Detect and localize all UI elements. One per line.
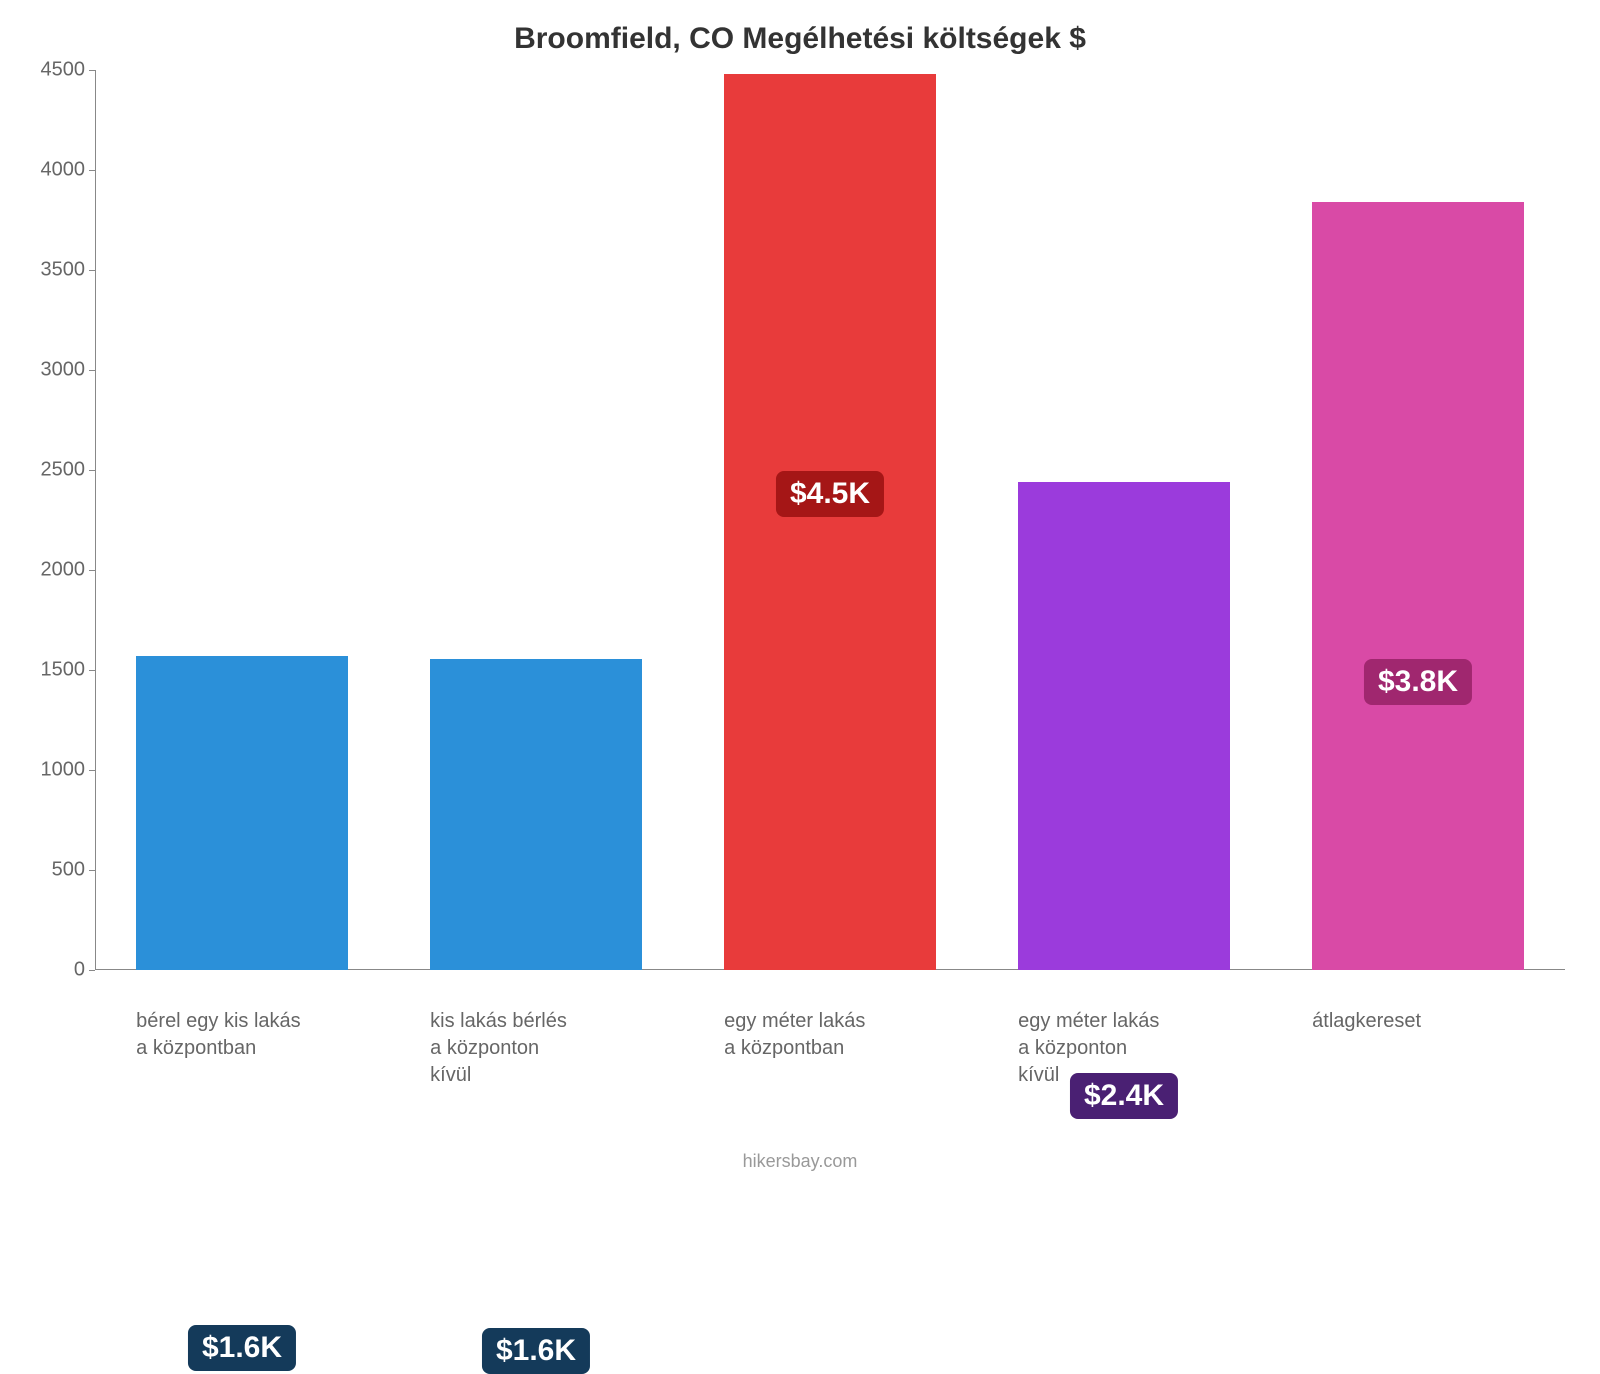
x-axis-label: egy méter lakás a központon kívül xyxy=(1018,1008,1230,1089)
bar: $1.6K xyxy=(430,659,642,970)
bar: $4.5K xyxy=(724,74,936,970)
y-tick-label: 500 xyxy=(52,859,95,882)
y-tick-label: 3500 xyxy=(41,259,96,282)
x-axis-label: kis lakás bérlés a központon kívül xyxy=(430,1008,642,1089)
bar-value-badge: $4.5K xyxy=(776,471,884,517)
bar-value-badge: $1.6K xyxy=(482,1328,590,1374)
chart-title: Broomfield, CO Megélhetési költségek $ xyxy=(0,22,1600,56)
y-tick-label: 3000 xyxy=(41,359,96,382)
plot-area: 050010001500200025003000350040004500$1.6… xyxy=(95,70,1565,970)
chart-container: Broomfield, CO Megélhetési költségek $ 0… xyxy=(0,0,1600,1200)
y-axis-line xyxy=(95,70,96,970)
bar: $2.4K xyxy=(1018,482,1230,970)
y-tick-label: 0 xyxy=(74,959,95,982)
x-axis-label: egy méter lakás a központban xyxy=(724,1008,936,1062)
y-tick-label: 2000 xyxy=(41,559,96,582)
bar-value-badge: $1.6K xyxy=(188,1325,296,1371)
y-tick-label: 1500 xyxy=(41,659,96,682)
bar-value-badge: $3.8K xyxy=(1364,659,1472,705)
x-axis-label: átlagkereset xyxy=(1312,1008,1524,1035)
y-tick-label: 4000 xyxy=(41,159,96,182)
y-tick-label: 4500 xyxy=(41,59,96,82)
y-tick-label: 2500 xyxy=(41,459,96,482)
y-tick-label: 1000 xyxy=(41,759,96,782)
bar: $1.6K xyxy=(136,656,348,970)
chart-footer: hikersbay.com xyxy=(0,1151,1600,1172)
x-axis-label: bérel egy kis lakás a központban xyxy=(136,1008,348,1062)
bar: $3.8K xyxy=(1312,202,1524,970)
